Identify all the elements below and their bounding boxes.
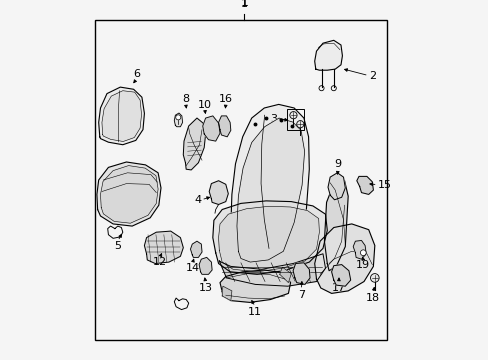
Text: 17: 17: [331, 283, 345, 293]
Text: 1: 1: [241, 0, 247, 9]
Polygon shape: [219, 254, 325, 286]
Polygon shape: [101, 166, 158, 223]
Circle shape: [360, 250, 366, 256]
Text: 1: 1: [240, 0, 248, 9]
Polygon shape: [220, 270, 290, 302]
Circle shape: [296, 121, 303, 128]
Polygon shape: [222, 286, 231, 301]
Text: 14: 14: [185, 263, 199, 273]
Polygon shape: [327, 173, 345, 200]
Bar: [286, 109, 304, 130]
Circle shape: [175, 115, 181, 120]
Polygon shape: [183, 118, 205, 170]
Polygon shape: [218, 206, 319, 272]
Text: 5: 5: [114, 241, 121, 251]
Text: 11: 11: [248, 307, 262, 317]
Polygon shape: [144, 231, 183, 264]
Polygon shape: [324, 180, 347, 271]
Text: 19: 19: [356, 260, 369, 270]
Polygon shape: [292, 263, 309, 284]
Polygon shape: [314, 40, 342, 70]
Polygon shape: [199, 257, 212, 274]
Polygon shape: [218, 116, 230, 137]
Polygon shape: [279, 267, 291, 283]
Text: 10: 10: [198, 100, 211, 110]
Text: 4: 4: [194, 195, 201, 205]
Text: 12: 12: [153, 257, 166, 267]
Text: 2: 2: [368, 71, 375, 81]
Polygon shape: [102, 91, 141, 141]
Polygon shape: [314, 224, 374, 293]
Polygon shape: [99, 87, 144, 145]
Text: 3: 3: [269, 114, 276, 124]
Polygon shape: [174, 113, 182, 127]
Bar: [95, 20, 386, 340]
Text: 7: 7: [297, 290, 305, 300]
Polygon shape: [212, 201, 326, 274]
Text: 16: 16: [218, 94, 232, 104]
Text: 15: 15: [377, 180, 391, 190]
Polygon shape: [237, 118, 304, 262]
Polygon shape: [190, 241, 202, 257]
Polygon shape: [352, 240, 366, 259]
Text: 8: 8: [182, 94, 189, 104]
Polygon shape: [203, 116, 220, 141]
Polygon shape: [209, 181, 228, 204]
Circle shape: [289, 112, 296, 119]
Polygon shape: [356, 176, 373, 194]
Polygon shape: [230, 104, 309, 268]
Text: 9: 9: [334, 159, 341, 169]
Text: 18: 18: [366, 293, 380, 303]
Text: 13: 13: [198, 283, 212, 293]
Polygon shape: [97, 162, 161, 226]
Polygon shape: [331, 265, 350, 286]
Text: 6: 6: [133, 69, 140, 79]
Circle shape: [370, 274, 378, 282]
